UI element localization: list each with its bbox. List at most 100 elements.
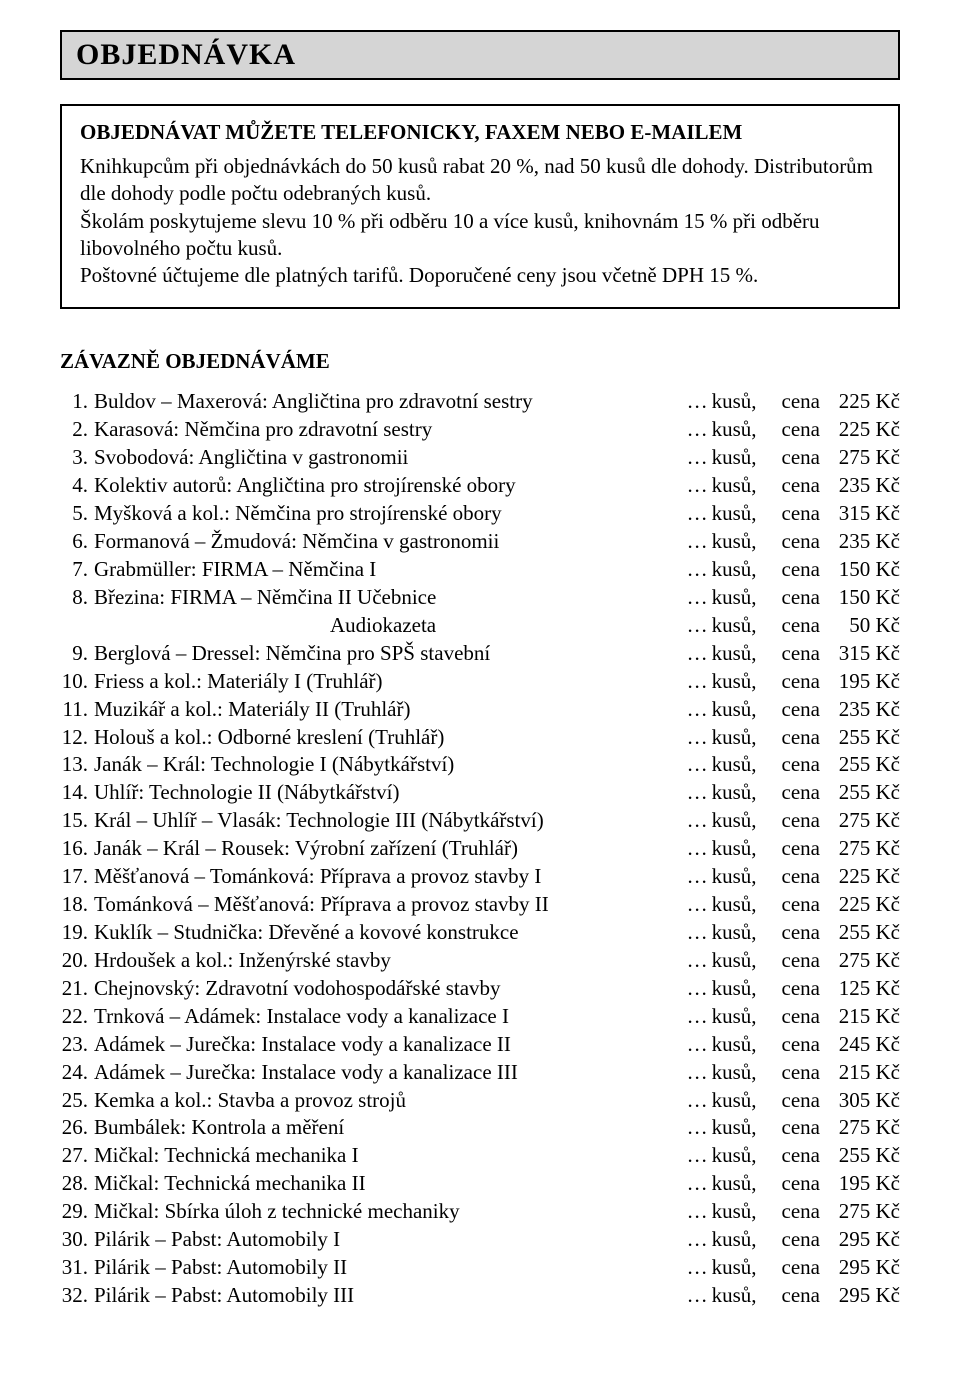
item-title: Chejnovský: Zdravotní vodohospodářské st… (94, 975, 501, 1003)
item-number: 13. (60, 751, 94, 779)
order-item-row: 32.Pilárik – Pabst: Automobily III… kusů… (60, 1282, 900, 1310)
ellipsis-icon: … (687, 668, 708, 696)
item-price: 305 Kč (820, 1087, 900, 1115)
order-item-list: 1.Buldov – Maxerová: Angličtina pro zdra… (60, 388, 900, 1309)
item-number: 8. (60, 584, 94, 612)
item-kusu-label: kusů, (708, 779, 757, 807)
item-number: 23. (60, 1031, 94, 1059)
ellipsis-icon: … (687, 751, 708, 779)
item-price: 275 Kč (820, 807, 900, 835)
item-kusu-label: kusů, (708, 500, 757, 528)
item-cena-label: cena (757, 528, 820, 556)
item-kusu-label: kusů, (708, 416, 757, 444)
item-price: 215 Kč (820, 1059, 900, 1087)
item-dots (354, 1282, 686, 1310)
item-title: Mičkal: Sbírka úloh z technické mechanik… (94, 1198, 460, 1226)
item-kusu-label: kusů, (708, 919, 757, 947)
item-title: Janák – Král – Rousek: Výrobní zařízení … (94, 835, 518, 863)
item-price: 275 Kč (820, 1198, 900, 1226)
item-number: 29. (60, 1198, 94, 1226)
item-dots (444, 724, 686, 752)
item-number: 22. (60, 1003, 94, 1031)
info-paragraph-2: Školám poskytujeme slevu 10 % při odběru… (80, 208, 880, 263)
item-kusu-label: kusů, (708, 1282, 757, 1310)
item-kusu-label: kusů, (708, 1003, 757, 1031)
item-cena-label: cena (757, 640, 820, 668)
item-cena-label: cena (757, 1170, 820, 1198)
item-price: 255 Kč (820, 779, 900, 807)
item-cena-label: cena (757, 584, 820, 612)
item-title: Kemka a kol.: Stavba a provoz strojů (94, 1087, 406, 1115)
item-title: Pilárik – Pabst: Automobily II (94, 1254, 347, 1282)
item-price: 195 Kč (820, 1170, 900, 1198)
item-dots (499, 528, 686, 556)
item-dots (549, 891, 687, 919)
item-title: Holouš a kol.: Odborné kreslení (Truhlář… (94, 724, 444, 752)
item-kusu-label: kusů, (708, 1170, 757, 1198)
order-item-row: Audiokazeta… kusů, cena50 Kč (60, 612, 900, 640)
item-price: 225 Kč (820, 416, 900, 444)
ellipsis-icon: … (687, 416, 708, 444)
item-cena-label: cena (757, 724, 820, 752)
ellipsis-icon: … (687, 444, 708, 472)
item-number: 28. (60, 1170, 94, 1198)
item-title: Měšťanová – Tománková: Příprava a provoz… (94, 863, 541, 891)
ellipsis-icon: … (687, 556, 708, 584)
item-dots (410, 696, 686, 724)
ellipsis-icon: … (687, 1114, 708, 1142)
item-title: Muzikář a kol.: Materiály II (Truhlář) (94, 696, 410, 724)
item-dots (344, 1114, 686, 1142)
item-dots (347, 1254, 686, 1282)
ellipsis-icon: … (687, 975, 708, 1003)
item-dots (519, 919, 687, 947)
item-kusu-label: kusů, (708, 724, 757, 752)
info-box: OBJEDNÁVAT MŮŽETE TELEFONICKY, FAXEM NEB… (60, 104, 900, 309)
item-number: 27. (60, 1142, 94, 1170)
item-cena-label: cena (757, 947, 820, 975)
item-number: 3. (60, 444, 94, 472)
ellipsis-icon: … (687, 779, 708, 807)
item-price: 215 Kč (820, 1003, 900, 1031)
order-item-row: 15.Král – Uhlíř – Vlasák: Technologie II… (60, 807, 900, 835)
item-cena-label: cena (757, 1031, 820, 1059)
item-dots (391, 947, 687, 975)
item-title: Buldov – Maxerová: Angličtina pro zdravo… (94, 388, 533, 416)
item-number: 17. (60, 863, 94, 891)
ellipsis-icon: … (687, 528, 708, 556)
item-kusu-label: kusů, (708, 472, 757, 500)
item-title: Kuklík – Studnička: Dřevěné a kovové kon… (94, 919, 519, 947)
item-title: Pilárik – Pabst: Automobily III (94, 1282, 354, 1310)
item-dots (359, 1142, 687, 1170)
item-price: 255 Kč (820, 724, 900, 752)
order-item-row: 2.Karasová: Němčina pro zdravotní sestry… (60, 416, 900, 444)
item-kusu-label: kusů, (708, 1254, 757, 1282)
order-item-row: 30.Pilárik – Pabst: Automobily I… kusů, … (60, 1226, 900, 1254)
item-title: Bumbálek: Kontrola a měření (94, 1114, 344, 1142)
item-cena-label: cena (757, 1087, 820, 1115)
ellipsis-icon: … (687, 1282, 708, 1310)
item-cena-label: cena (757, 975, 820, 1003)
item-dots (408, 444, 686, 472)
item-cena-label: cena (757, 863, 820, 891)
order-item-row: 31.Pilárik – Pabst: Automobily II… kusů,… (60, 1254, 900, 1282)
order-item-row: 21.Chejnovský: Zdravotní vodohospodářské… (60, 975, 900, 1003)
item-cena-label: cena (757, 1198, 820, 1226)
item-kusu-label: kusů, (708, 891, 757, 919)
section-heading: ZÁVAZNĚ OBJEDNÁVÁME (60, 349, 900, 374)
order-item-row: 5.Myšková a kol.: Němčina pro strojírens… (60, 500, 900, 528)
ellipsis-icon: … (687, 612, 708, 640)
item-price: 225 Kč (820, 891, 900, 919)
item-number: 12. (60, 724, 94, 752)
ellipsis-icon: … (687, 696, 708, 724)
order-item-row: 9.Berglová – Dressel: Němčina pro SPŠ st… (60, 640, 900, 668)
ellipsis-icon: … (687, 807, 708, 835)
item-number: 19. (60, 919, 94, 947)
item-cena-label: cena (757, 668, 820, 696)
order-item-row: 3.Svobodová: Angličtina v gastronomii… k… (60, 444, 900, 472)
item-dots (544, 807, 687, 835)
item-cena-label: cena (757, 1282, 820, 1310)
item-cena-label: cena (757, 807, 820, 835)
order-item-row: 25.Kemka a kol.: Stavba a provoz strojů…… (60, 1087, 900, 1115)
item-price: 125 Kč (820, 975, 900, 1003)
ellipsis-icon: … (687, 891, 708, 919)
